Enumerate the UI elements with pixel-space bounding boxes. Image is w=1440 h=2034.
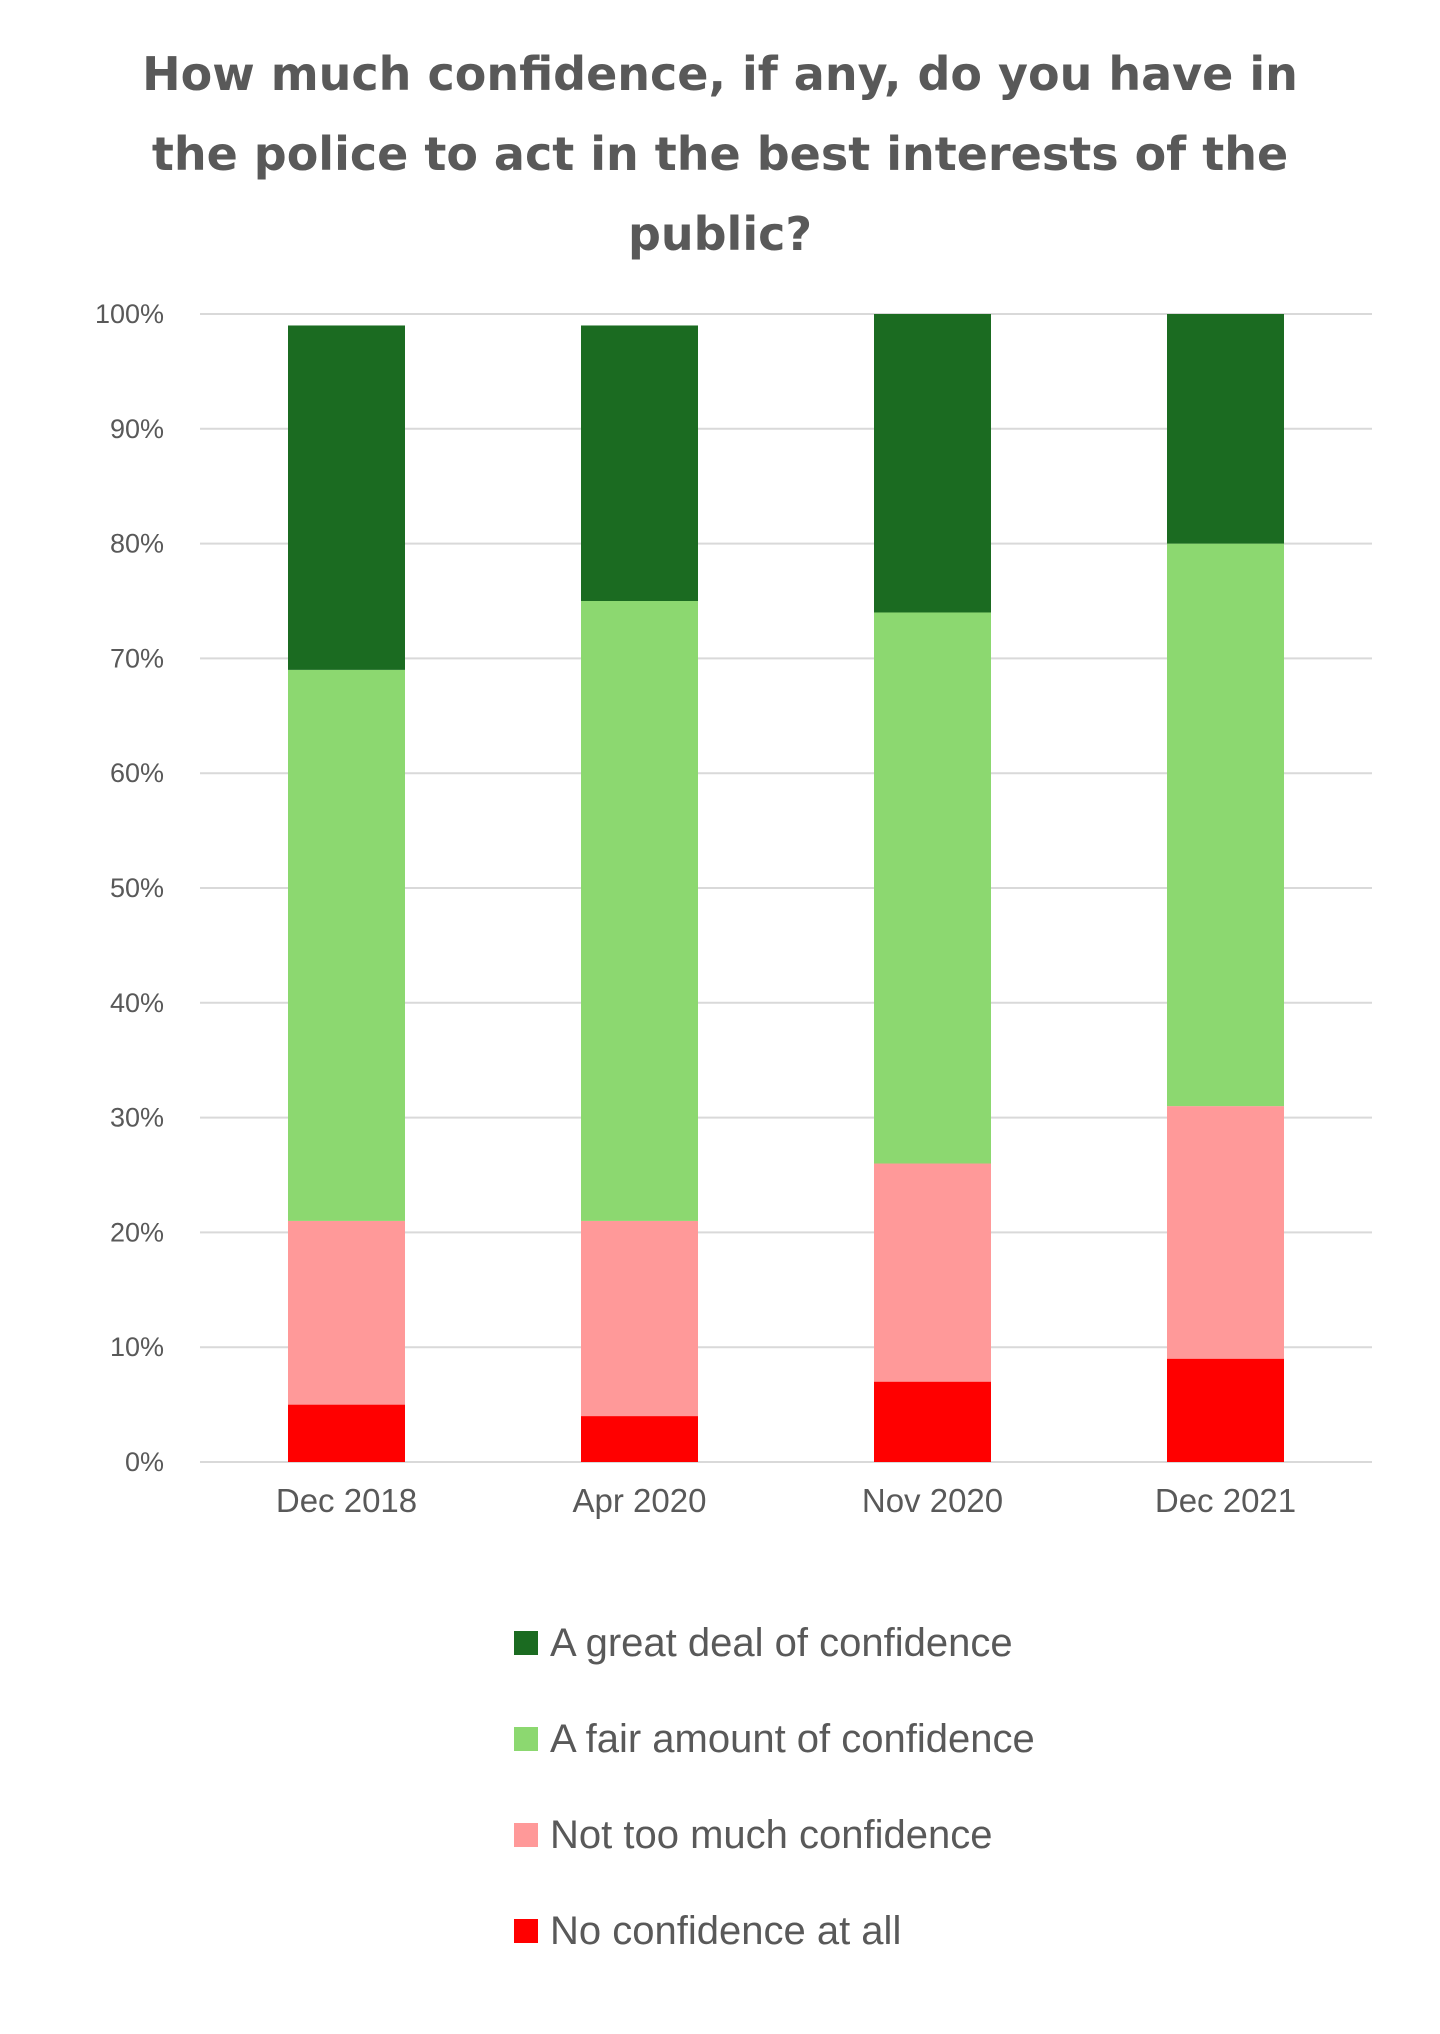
stacked-bar-chart: 0% 10% 20% 30% 40% 50% 60% 70% 80% 90% 100% Dec 20…	[95, 299, 1372, 1519]
legend: A great deal of confidence A fair amount …	[514, 1595, 1035, 1979]
legend-label: No confidence at all	[550, 1908, 902, 1953]
bar-segment	[581, 325, 698, 601]
y-tick-label: 50%	[110, 873, 164, 903]
legend-item: Not too much confidence	[514, 1787, 1035, 1883]
bar-segment	[1167, 1358, 1284, 1462]
y-tick-label: 0%	[125, 1447, 164, 1477]
legend-swatch	[514, 1727, 538, 1751]
bar-segment	[581, 1220, 698, 1417]
legend-swatch	[514, 1823, 538, 1847]
y-axis-ticks: 0% 10% 20% 30% 40% 50% 60% 70% 80% 90% 100%	[95, 299, 164, 1477]
y-tick-label: 40%	[110, 988, 164, 1018]
bar-segment	[288, 669, 405, 1221]
y-tick-label: 20%	[110, 1217, 164, 1247]
y-tick-label: 80%	[110, 529, 164, 559]
y-tick-label: 30%	[110, 1103, 164, 1133]
bar-segment	[581, 1416, 698, 1462]
legend-label: A great deal of confidence	[550, 1620, 1013, 1665]
legend-label: Not too much confidence	[550, 1812, 993, 1857]
bar-segment	[874, 1163, 991, 1382]
legend-item: No confidence at all	[514, 1883, 1035, 1979]
legend-item: A great deal of confidence	[514, 1595, 1035, 1691]
bar-stacks	[288, 314, 1284, 1462]
y-tick-label: 100%	[95, 299, 164, 329]
y-tick-label: 70%	[110, 643, 164, 673]
bar-segment	[1167, 543, 1284, 1107]
bar-segment	[874, 314, 991, 613]
legend-swatch	[514, 1631, 538, 1655]
x-tick-label: Apr 2020	[573, 1482, 707, 1519]
x-axis-labels: Dec 2018 Apr 2020 Nov 2020 Dec 2021	[276, 1482, 1296, 1519]
x-tick-label: Dec 2018	[276, 1482, 417, 1519]
y-tick-label: 10%	[110, 1332, 164, 1362]
bar-segment	[288, 1404, 405, 1462]
bar-segment	[581, 601, 698, 1221]
bar-segment	[288, 325, 405, 670]
legend-swatch	[514, 1919, 538, 1943]
x-tick-label: Nov 2020	[862, 1482, 1003, 1519]
bar-segment	[874, 612, 991, 1164]
bar-segment	[288, 1220, 405, 1405]
bar-segment	[874, 1381, 991, 1462]
y-tick-label: 90%	[110, 414, 164, 444]
y-tick-label: 60%	[110, 758, 164, 788]
x-tick-label: Dec 2021	[1155, 1482, 1296, 1519]
legend-item: A fair amount of confidence	[514, 1691, 1035, 1787]
bar-segment	[1167, 314, 1284, 544]
bar-segment	[1167, 1106, 1284, 1359]
chart-title: How much confidence, if any, do you have…	[142, 47, 1298, 261]
legend-label: A fair amount of confidence	[550, 1716, 1035, 1761]
